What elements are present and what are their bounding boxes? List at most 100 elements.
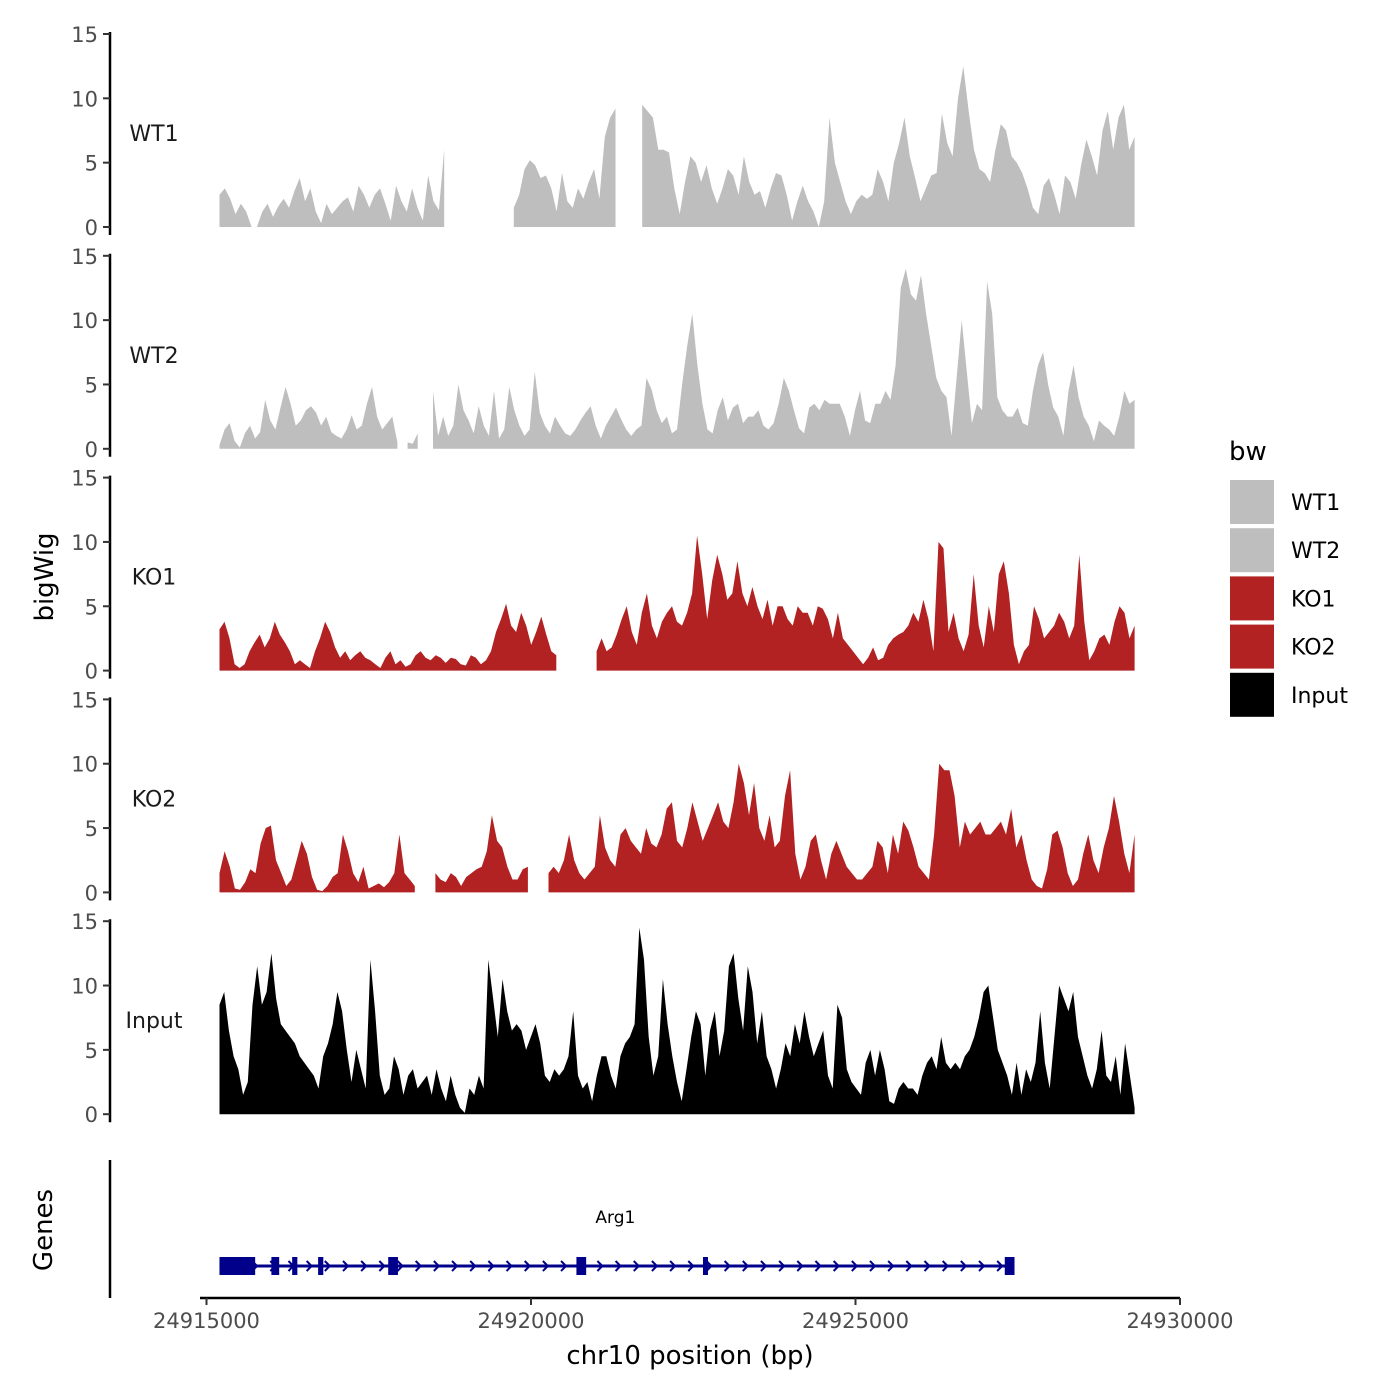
y-tick-label: 10 xyxy=(71,309,98,333)
strand-arrow xyxy=(451,1260,459,1272)
y-tick-label: 15 xyxy=(71,910,98,934)
legend-label-wt1: WT1 xyxy=(1291,491,1340,516)
legend-swatch-wt1 xyxy=(1230,480,1274,524)
strand-arrow xyxy=(342,1260,350,1272)
area-wt1 xyxy=(642,66,1135,227)
strand-arrow xyxy=(487,1260,495,1272)
track-ko2: 0 5 10 15 KO2 xyxy=(71,688,1135,905)
strand-arrow xyxy=(414,1260,423,1272)
genes-panel: Arg1 xyxy=(108,1160,1015,1298)
y-tick-label: 5 xyxy=(85,1039,98,1063)
strand-arrow xyxy=(396,1260,404,1272)
y-tick-label: 0 xyxy=(85,881,98,905)
y-tick-label: 0 xyxy=(85,216,98,240)
strand-arrow xyxy=(669,1260,677,1272)
strand-arrow xyxy=(705,1260,713,1272)
strand-arrow xyxy=(996,1260,1004,1272)
gene-exon xyxy=(292,1257,298,1275)
genes-axis-title: Genes xyxy=(29,1189,59,1271)
strand-arrow xyxy=(469,1260,477,1272)
legend-title: bw xyxy=(1229,437,1267,467)
strand-arrow xyxy=(324,1260,332,1272)
strand-arrow xyxy=(978,1260,986,1272)
track-label-input: Input xyxy=(126,1009,183,1034)
strand-arrow xyxy=(723,1260,732,1272)
legend-label-ko2: KO2 xyxy=(1291,636,1336,661)
y-tick-label: 0 xyxy=(85,660,98,684)
strand-arrow xyxy=(796,1260,804,1272)
y-axis-title: bigWig xyxy=(30,532,60,621)
strand-arrow xyxy=(960,1260,968,1272)
strand-arrow xyxy=(542,1260,550,1272)
x-tick-label: 24925000 xyxy=(802,1309,909,1333)
strand-arrow xyxy=(832,1260,841,1272)
track-wt2: 0 5 10 15 WT2 xyxy=(71,245,1135,462)
track-ko1: 0 5 10 15 KO1 xyxy=(71,467,1135,684)
area-ko1 xyxy=(596,535,1135,671)
strand-arrow xyxy=(851,1260,859,1272)
y-tick-label: 15 xyxy=(71,467,98,491)
track-label-ko1: KO1 xyxy=(132,566,177,591)
x-tick-label: 24920000 xyxy=(478,1309,585,1333)
area-ko2 xyxy=(219,825,415,893)
track-wt1: 0 5 10 15 WT1 xyxy=(71,23,1135,240)
legend-swatch-wt2 xyxy=(1230,528,1274,573)
legend-swatch-ko2 xyxy=(1230,624,1274,669)
gene-exon xyxy=(219,1257,256,1275)
legend-label-input: Input xyxy=(1291,684,1348,709)
legend-label-ko1: KO1 xyxy=(1291,587,1336,612)
area-wt1 xyxy=(513,108,616,227)
strand-arrow xyxy=(760,1260,768,1272)
x-tick-label: 24915000 xyxy=(153,1309,260,1333)
area-wt2 xyxy=(433,268,1135,449)
legend-swatch-input xyxy=(1230,672,1274,717)
strand-arrow xyxy=(869,1260,877,1272)
strand-arrow xyxy=(742,1260,750,1272)
y-tick-label: 10 xyxy=(71,531,98,555)
x-axis-title: chr10 position (bp) xyxy=(566,1341,813,1371)
strand-arrow xyxy=(651,1260,659,1272)
strand-arrow xyxy=(941,1260,950,1272)
track-input: 0 5 10 15 Input xyxy=(71,910,1135,1127)
y-tick-label: 5 xyxy=(85,595,98,619)
strand-arrow xyxy=(614,1260,622,1272)
strand-arrow xyxy=(905,1260,913,1272)
strand-arrow xyxy=(505,1260,513,1272)
area-ko2 xyxy=(435,815,528,893)
gene-exon xyxy=(388,1257,398,1275)
strand-arrow xyxy=(923,1260,931,1272)
y-tick-label: 0 xyxy=(85,438,98,462)
strand-arrow xyxy=(560,1260,568,1272)
gene-exon xyxy=(1004,1257,1015,1275)
y-tick-label: 15 xyxy=(71,245,98,269)
area-wt2 xyxy=(219,387,398,449)
y-tick-label: 15 xyxy=(71,23,98,47)
strand-arrow xyxy=(596,1260,604,1272)
gene-exon xyxy=(318,1257,324,1275)
y-tick-label: 5 xyxy=(85,152,98,176)
strand-arrow xyxy=(523,1260,532,1272)
gene-exon xyxy=(702,1257,708,1275)
y-tick-label: 0 xyxy=(85,1103,98,1127)
area-ko1 xyxy=(219,603,557,671)
area-wt1 xyxy=(219,149,445,227)
gene-exon xyxy=(576,1257,587,1275)
y-tick-label: 10 xyxy=(71,753,98,777)
track-label-wt1: WT1 xyxy=(129,122,178,147)
strand-arrow xyxy=(378,1260,386,1272)
area-input xyxy=(219,927,1135,1115)
x-tick-label: 24930000 xyxy=(1127,1309,1234,1333)
strand-arrow xyxy=(687,1260,695,1272)
strand-arrow xyxy=(360,1260,368,1272)
y-tick-label: 10 xyxy=(71,87,98,111)
y-tick-label: 15 xyxy=(71,688,98,712)
strand-arrow xyxy=(633,1260,641,1272)
signal-tracks: 0 5 10 15 WT1 0 5 10 15 WT2 0 5 10 15 KO1 0 5 10 15 KO2 0 5 10… xyxy=(71,23,1135,1127)
x-axis: 24915000 24920000 24925000 24930000 xyxy=(153,1296,1234,1333)
legend-label-wt2: WT2 xyxy=(1291,539,1340,564)
legend-swatch-ko1 xyxy=(1230,576,1274,621)
strand-arrow xyxy=(814,1260,822,1272)
y-tick-label: 5 xyxy=(85,817,98,841)
track-label-ko2: KO2 xyxy=(132,787,177,812)
